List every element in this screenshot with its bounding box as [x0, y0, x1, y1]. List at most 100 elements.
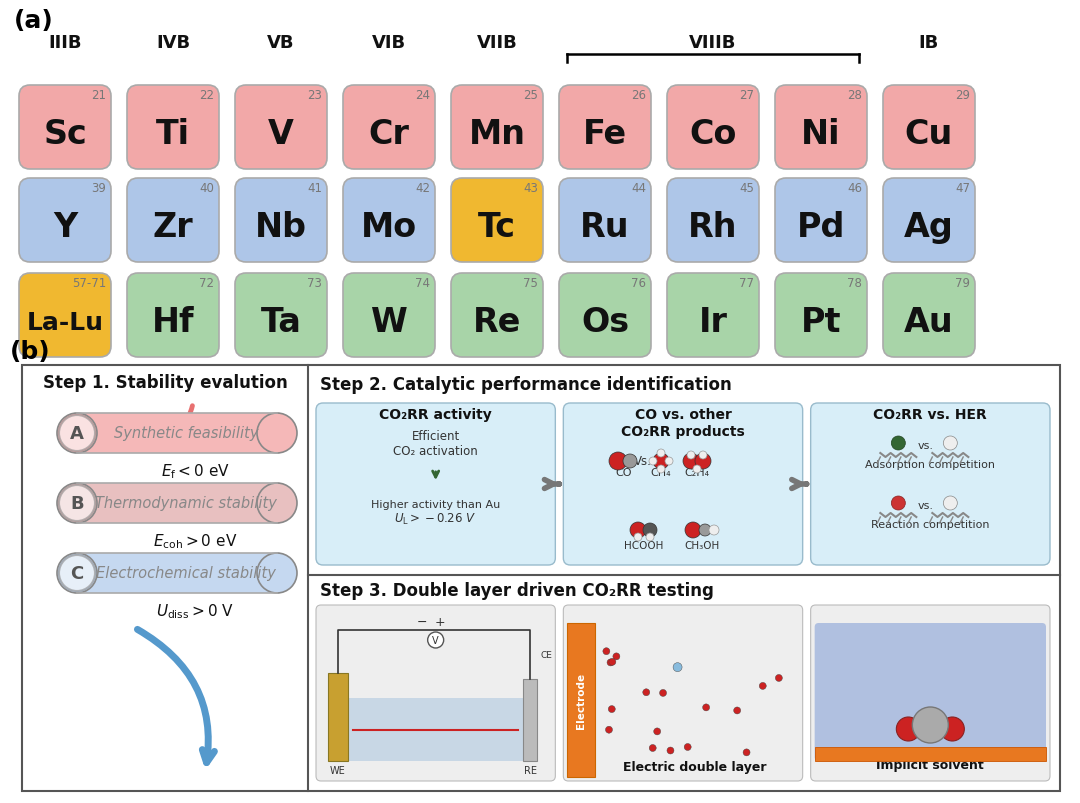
Circle shape — [643, 689, 650, 696]
Text: CE: CE — [540, 650, 552, 659]
Circle shape — [733, 707, 741, 714]
FancyBboxPatch shape — [235, 179, 327, 263]
Bar — [77, 483, 276, 524]
FancyBboxPatch shape — [775, 86, 867, 169]
Circle shape — [653, 454, 669, 470]
FancyBboxPatch shape — [343, 86, 435, 169]
Text: Pt: Pt — [800, 306, 841, 339]
Text: 79: 79 — [955, 277, 970, 290]
Text: $U_{\mathrm{L}} > -0.26$ V: $U_{\mathrm{L}} > -0.26$ V — [394, 512, 477, 527]
Bar — [77, 414, 276, 454]
Text: 43: 43 — [523, 181, 538, 195]
Circle shape — [653, 728, 661, 735]
Circle shape — [59, 415, 95, 451]
FancyBboxPatch shape — [343, 179, 435, 263]
Circle shape — [634, 533, 642, 541]
Text: 27: 27 — [739, 89, 754, 102]
Circle shape — [941, 717, 964, 741]
Circle shape — [913, 707, 948, 743]
Circle shape — [606, 726, 612, 733]
Text: 41: 41 — [307, 181, 322, 195]
FancyBboxPatch shape — [559, 86, 651, 169]
FancyBboxPatch shape — [235, 86, 327, 169]
Text: Electrochemical stability: Electrochemical stability — [96, 566, 275, 581]
Text: Mo: Mo — [361, 211, 417, 244]
Text: 22: 22 — [199, 89, 214, 102]
Circle shape — [896, 717, 920, 741]
Text: 23: 23 — [307, 89, 322, 102]
Ellipse shape — [57, 483, 97, 524]
Ellipse shape — [257, 414, 297, 454]
Text: 45: 45 — [739, 181, 754, 195]
Text: Electrode: Electrode — [577, 672, 586, 728]
Text: Co: Co — [689, 118, 737, 151]
Text: Rh: Rh — [688, 211, 738, 244]
Text: Ir: Ir — [699, 306, 728, 339]
FancyBboxPatch shape — [127, 179, 219, 263]
FancyBboxPatch shape — [883, 274, 975, 357]
Text: Ti: Ti — [156, 118, 190, 151]
Text: Step 1. Stability evalution: Step 1. Stability evalution — [42, 373, 287, 392]
Text: Cr: Cr — [368, 118, 409, 151]
Text: −: − — [417, 615, 427, 628]
Text: Re: Re — [473, 306, 522, 339]
Text: CO₂RR vs. HER: CO₂RR vs. HER — [874, 407, 987, 422]
FancyBboxPatch shape — [775, 179, 867, 263]
Text: Vs.: Vs. — [634, 455, 652, 468]
Circle shape — [891, 437, 905, 450]
Text: 44: 44 — [631, 181, 646, 195]
Text: Step 3. Double layer driven CO₂RR testing: Step 3. Double layer driven CO₂RR testin… — [320, 581, 714, 599]
Ellipse shape — [257, 553, 297, 593]
Text: Tc: Tc — [478, 211, 516, 244]
Text: Ag: Ag — [904, 211, 954, 244]
Circle shape — [687, 451, 696, 459]
FancyBboxPatch shape — [451, 86, 543, 169]
Text: W: W — [370, 306, 407, 339]
Bar — [524, 679, 538, 761]
Text: VIB: VIB — [372, 34, 406, 52]
Circle shape — [743, 749, 750, 756]
Text: $E_{\mathrm{f}} < 0\ \mathrm{eV}$: $E_{\mathrm{f}} < 0\ \mathrm{eV}$ — [161, 462, 229, 481]
Circle shape — [59, 485, 95, 521]
Circle shape — [428, 632, 444, 648]
Circle shape — [59, 556, 95, 591]
Text: $U_{\mathrm{diss}} > 0\ \mathrm{V}$: $U_{\mathrm{diss}} > 0\ \mathrm{V}$ — [156, 602, 234, 621]
Text: Reaction competition: Reaction competition — [872, 520, 989, 529]
Circle shape — [696, 454, 711, 470]
Text: vs.: vs. — [917, 500, 933, 511]
Ellipse shape — [57, 414, 97, 454]
Text: 77: 77 — [739, 277, 754, 290]
Text: Step 2. Catalytic performance identification: Step 2. Catalytic performance identifica… — [320, 376, 732, 393]
Text: Os: Os — [581, 306, 629, 339]
Circle shape — [693, 466, 701, 474]
Circle shape — [703, 704, 710, 711]
Circle shape — [657, 466, 665, 474]
Circle shape — [649, 744, 657, 752]
Text: A: A — [70, 425, 84, 442]
Text: HCOOH: HCOOH — [624, 540, 664, 550]
Circle shape — [623, 454, 637, 468]
Circle shape — [673, 662, 683, 672]
Text: 57-71: 57-71 — [71, 277, 106, 290]
Circle shape — [775, 675, 782, 682]
Bar — [567, 623, 595, 777]
Text: Ru: Ru — [580, 211, 630, 244]
Text: IB: IB — [919, 34, 940, 52]
Text: C₂H₄: C₂H₄ — [685, 467, 710, 478]
Circle shape — [607, 659, 615, 666]
Circle shape — [685, 522, 701, 538]
Text: Zr: Zr — [152, 211, 193, 244]
Bar — [77, 553, 276, 593]
Text: Efficient
CO₂ activation: Efficient CO₂ activation — [393, 430, 478, 458]
Text: 74: 74 — [415, 277, 430, 290]
FancyBboxPatch shape — [19, 86, 111, 169]
FancyBboxPatch shape — [814, 623, 1047, 761]
Text: 73: 73 — [307, 277, 322, 290]
Text: CH₄: CH₄ — [650, 467, 672, 478]
Text: C: C — [70, 565, 83, 582]
Text: (b): (b) — [10, 340, 51, 364]
Circle shape — [683, 454, 699, 470]
FancyBboxPatch shape — [883, 86, 975, 169]
Circle shape — [608, 706, 616, 713]
Bar — [22, 365, 1059, 791]
